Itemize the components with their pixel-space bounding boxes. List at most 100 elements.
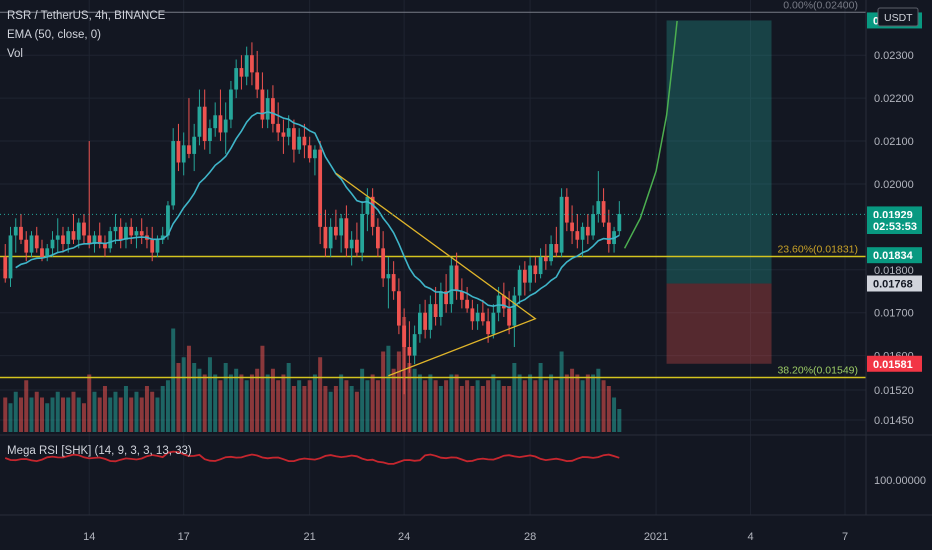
candle	[323, 209, 328, 257]
candle-body	[475, 312, 480, 322]
candle	[543, 244, 548, 270]
volume-bar	[223, 363, 228, 432]
candle-body	[407, 347, 412, 356]
volume-bar	[134, 391, 139, 432]
candle	[533, 256, 538, 283]
candle-body	[528, 265, 532, 283]
candle	[139, 218, 144, 245]
candle	[71, 213, 76, 245]
candle-body	[606, 222, 611, 245]
candle-body	[24, 239, 29, 253]
candle-body	[549, 244, 553, 262]
candle-body	[87, 235, 92, 245]
volume-bar	[570, 368, 575, 432]
fib-level-label: 23.60%(0.01831)	[777, 243, 858, 255]
candle	[517, 265, 522, 305]
volume-bar	[328, 391, 333, 432]
candle-body	[223, 119, 228, 133]
x-tick-label: 14	[83, 531, 95, 543]
volume-bar	[370, 374, 375, 432]
volume-legend[interactable]: Vol	[7, 48, 23, 60]
rsi-legend[interactable]: Mega RSI [SHK] (14, 9, 3, 3, 13, 33)	[7, 445, 192, 457]
candle	[276, 102, 281, 142]
volume-bar	[333, 386, 338, 432]
price-label-box	[867, 218, 922, 235]
fib-level-label: 38.20%(0.01549)	[777, 364, 858, 376]
candle-body	[76, 222, 81, 240]
candle-body	[486, 321, 490, 335]
candle	[244, 46, 249, 86]
candle-body	[286, 128, 291, 137]
volume-bar	[97, 397, 102, 432]
candle	[61, 226, 65, 253]
x-tick-label: 21	[304, 531, 316, 543]
rsi-axis-label: 100.00000	[874, 475, 926, 487]
candle-body	[522, 269, 527, 283]
candle-body	[134, 231, 139, 236]
symbol-title[interactable]: RSR / TetherUS, 4h, BINANCE	[7, 10, 166, 22]
candle-body	[391, 274, 396, 292]
candle-body	[281, 132, 286, 137]
volume-bar	[407, 363, 412, 432]
candle-body	[355, 239, 359, 253]
volume-bar	[617, 409, 622, 432]
candle	[501, 282, 506, 317]
volume-bar	[202, 374, 207, 432]
volume-bar	[386, 345, 391, 432]
candle-body	[428, 304, 433, 330]
candle-body	[260, 89, 265, 120]
candle	[538, 248, 543, 279]
volume-bar	[444, 380, 449, 432]
candle-body	[412, 334, 417, 356]
candle	[76, 218, 81, 249]
candle-body	[66, 231, 71, 245]
x-tick-label: 2021	[644, 531, 668, 543]
volume-bar	[417, 374, 422, 432]
candle-body	[570, 222, 574, 232]
x-tick-label: 4	[747, 531, 753, 543]
candle	[260, 72, 265, 129]
candle-body	[55, 235, 60, 240]
volume-bar	[522, 380, 527, 432]
candle-body	[313, 149, 317, 159]
volume-bar	[339, 374, 344, 432]
candle	[585, 213, 590, 245]
candle-body	[239, 68, 244, 77]
candle	[438, 282, 443, 326]
volume-bar	[244, 380, 249, 432]
candle-body	[218, 115, 223, 133]
candle	[234, 59, 239, 99]
candle	[617, 201, 622, 236]
volume-bar	[423, 380, 428, 432]
volume-bar	[270, 368, 275, 432]
volume-bar	[433, 380, 438, 432]
candle-body	[365, 196, 370, 214]
candle-body	[160, 235, 165, 240]
volume-bar	[612, 397, 617, 432]
candle	[402, 308, 407, 395]
candle	[92, 231, 97, 253]
candle	[160, 226, 165, 245]
candle-body	[250, 55, 254, 73]
candle	[575, 213, 580, 249]
candle-body	[213, 115, 218, 129]
candle-body	[470, 308, 475, 322]
ema-legend[interactable]: EMA (50, close, 0)	[7, 29, 101, 41]
candle	[601, 188, 606, 227]
candle-body	[480, 312, 485, 322]
volume-bar	[24, 380, 29, 432]
candle	[197, 89, 202, 146]
volume-bar	[438, 386, 443, 432]
candle	[150, 226, 155, 262]
candle-body	[265, 98, 270, 120]
price-label-text: 0.01581	[873, 359, 913, 371]
x-tick-label: 17	[178, 531, 190, 543]
volume-bar	[76, 397, 81, 432]
volume-bar	[475, 380, 480, 432]
volume-bar	[186, 345, 191, 432]
candle	[229, 80, 233, 129]
volume-bar	[34, 391, 39, 432]
